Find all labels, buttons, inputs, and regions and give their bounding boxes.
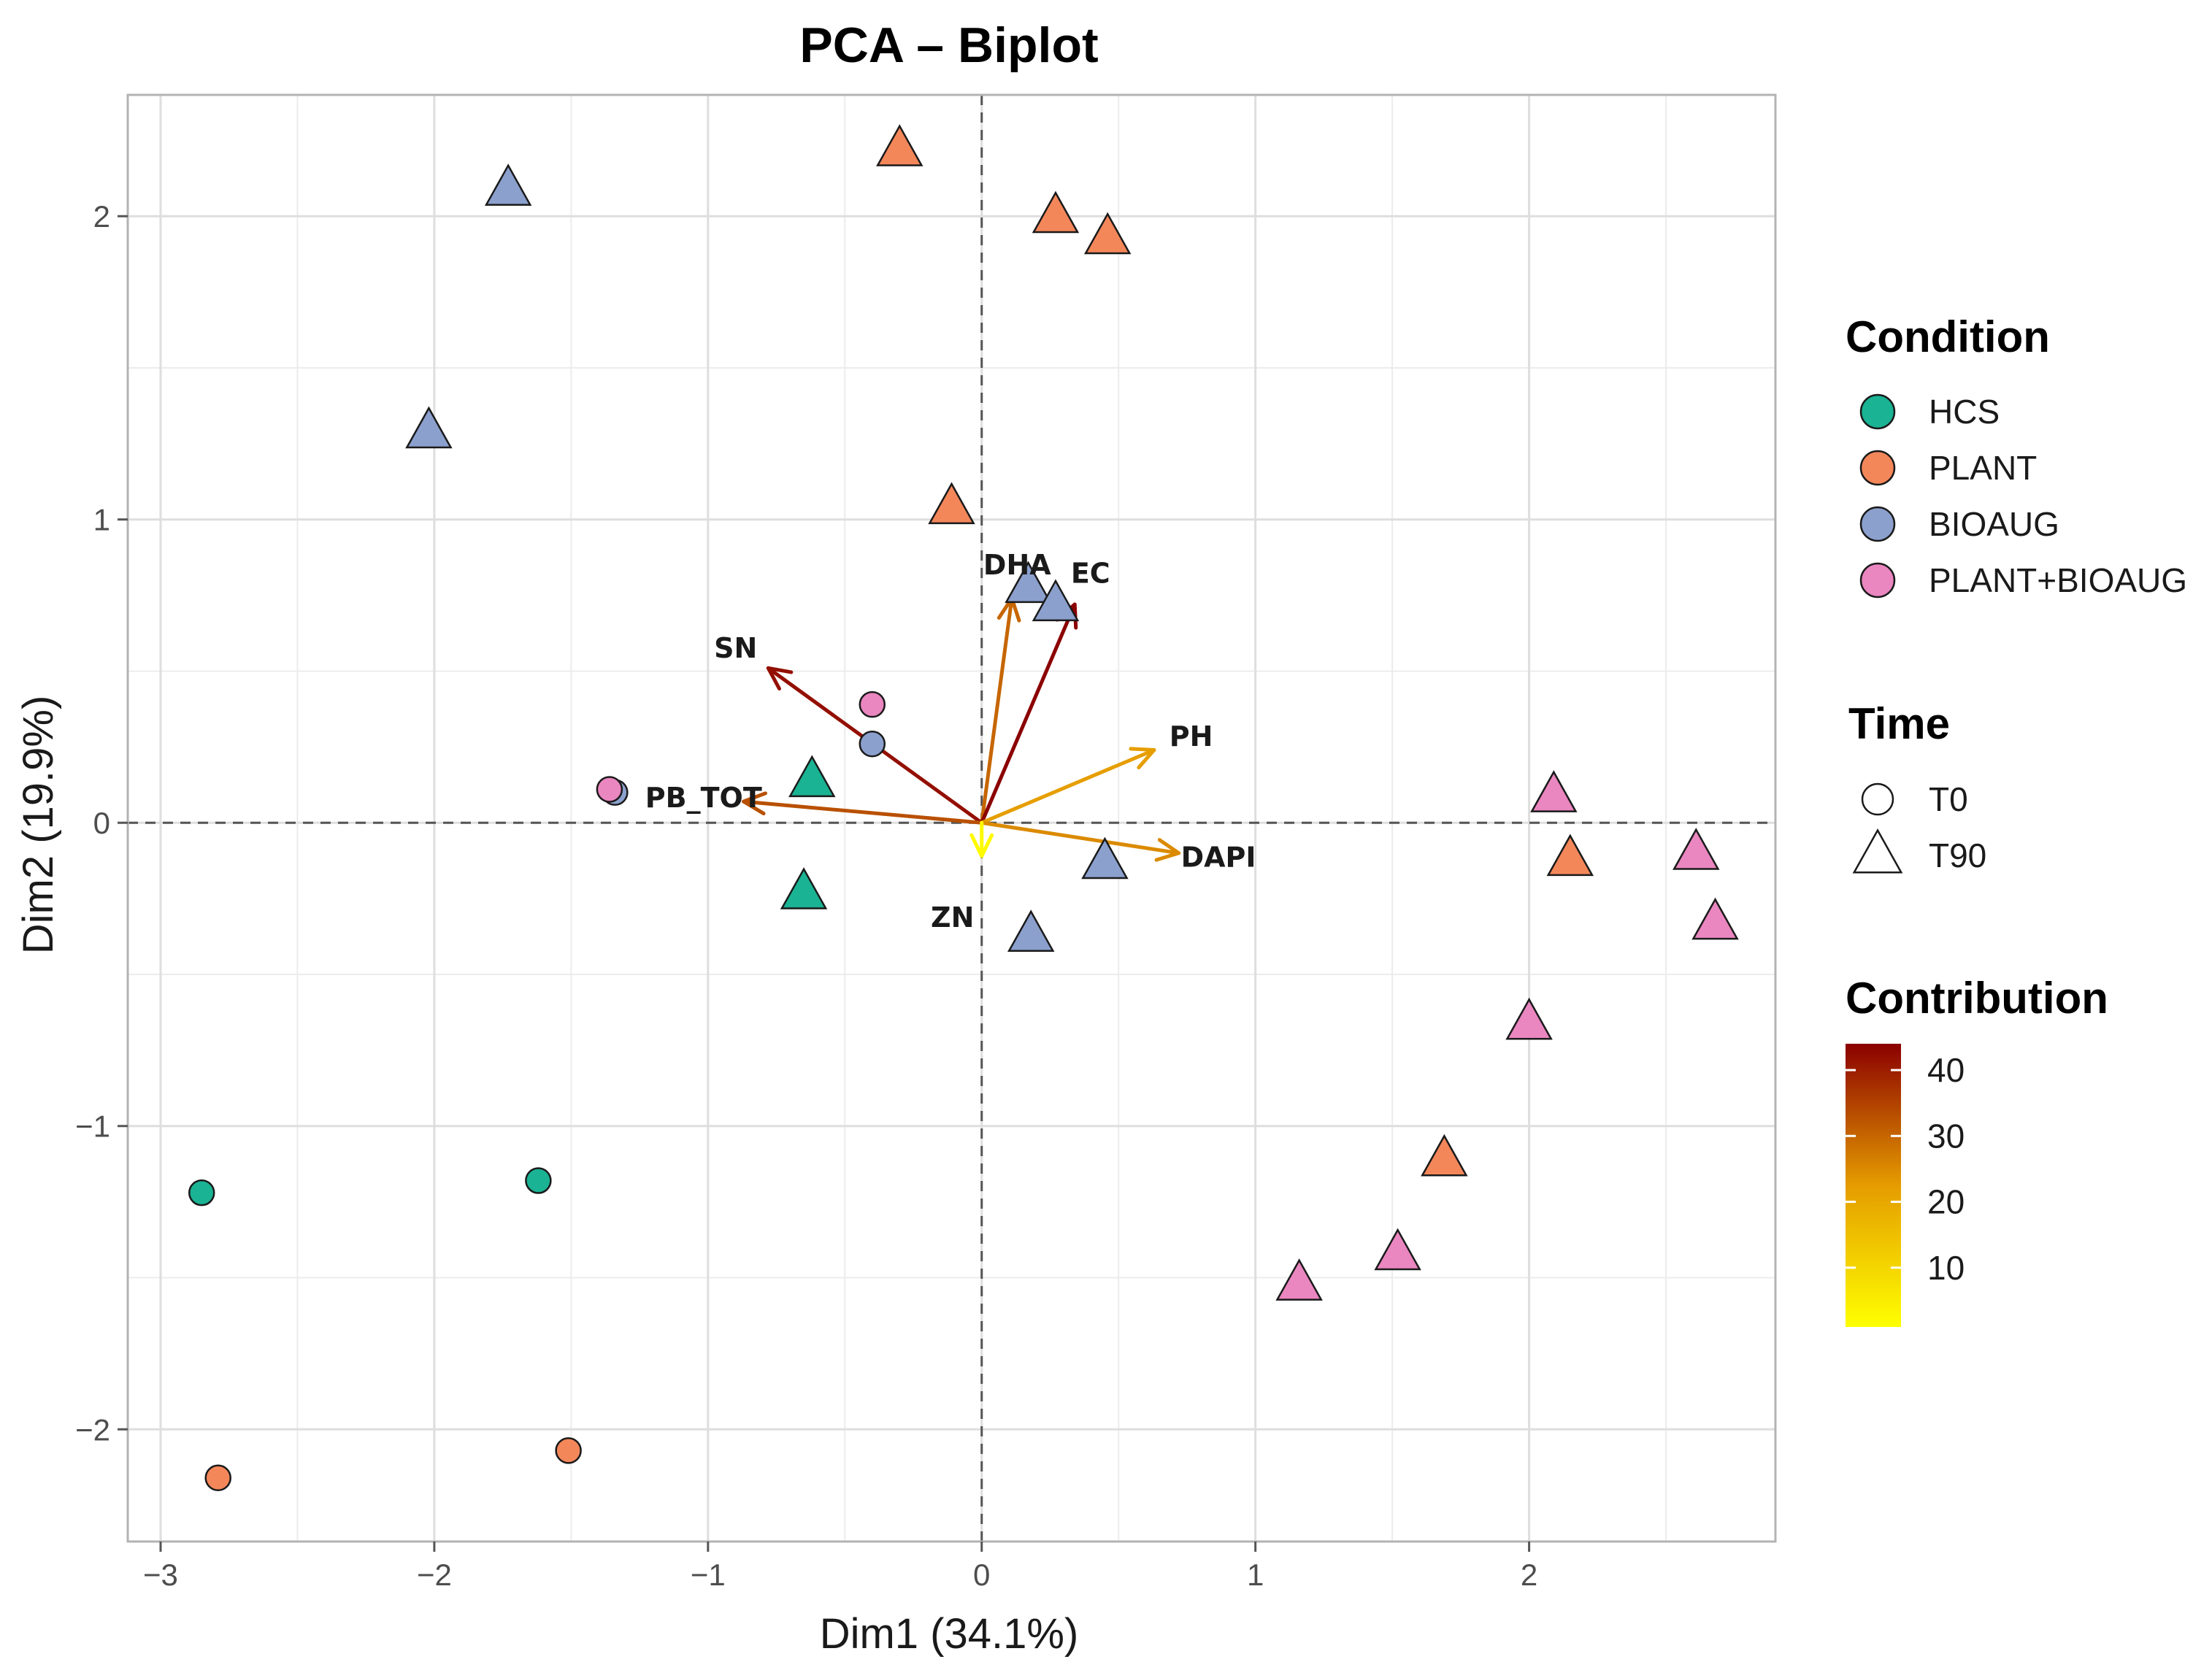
legend-item-plant-bioaug: PLANT+BIOAUG xyxy=(1859,561,2187,599)
variable-label-ec: EC xyxy=(1071,558,1110,590)
point-plant-t90 xyxy=(928,482,975,525)
variable-label-ph: PH xyxy=(1170,720,1213,753)
x-axis-title: Dim1 (34.1%) xyxy=(820,1610,1079,1658)
point-plant-t90 xyxy=(876,124,923,166)
plot-panel-border xyxy=(126,93,1777,1543)
legend-key-bioaug xyxy=(1859,506,1896,542)
legend-label-bioaug: BIOAUG xyxy=(1929,505,2059,543)
variable-label-dapi: DAPI xyxy=(1181,842,1256,874)
x-tick-label: −1 xyxy=(691,1558,726,1592)
y-tick-label: 0 xyxy=(93,806,110,840)
minor-gridlines xyxy=(128,95,1775,1542)
legend-key-hcs xyxy=(1859,393,1896,430)
point-bioaug-t90 xyxy=(1005,561,1052,604)
arrow-zn xyxy=(969,820,994,858)
variable-label-zn: ZN xyxy=(931,901,974,934)
x-axis-ticks: −3 −2 −1 0 1 2 xyxy=(143,1542,1537,1592)
point-plant-bioaug-t90 xyxy=(1673,828,1720,870)
contribution-colorbar xyxy=(1846,1044,1901,1327)
point-plant-t90 xyxy=(1032,191,1080,234)
point-bioaug-t90 xyxy=(484,163,532,206)
point-hcs-t0 xyxy=(188,1179,215,1207)
chart-title: PCA – Biplot xyxy=(799,18,1098,73)
legend-key-t0 xyxy=(1861,782,1894,816)
point-plant-t90 xyxy=(1421,1134,1468,1177)
variable-labels: DHA EC SN PB_TOT PH DAPI ZN xyxy=(645,549,1256,934)
legend-item-plant: PLANT xyxy=(1859,449,2037,487)
x-tick-label: −2 xyxy=(417,1558,452,1592)
point-plant-bioaug-t90 xyxy=(1374,1228,1421,1271)
y-tick-label: 1 xyxy=(93,503,110,537)
point-bioaug-t90 xyxy=(1081,836,1129,880)
legend-contribution-title: Contribution xyxy=(1846,974,2108,1023)
point-plant-t90 xyxy=(1083,212,1132,255)
legend-label-hcs: HCS xyxy=(1929,393,2000,431)
legend-key-plant xyxy=(1859,450,1896,486)
y-tick-label: 2 xyxy=(93,199,110,234)
arrow-pb-tot xyxy=(742,791,984,825)
point-bioaug-t90 xyxy=(405,406,453,449)
point-hcs-t90 xyxy=(788,755,836,798)
point-bioaug-t0 xyxy=(859,730,886,758)
legend-condition-title: Condition xyxy=(1846,312,2050,361)
major-gridlines xyxy=(128,95,1775,1542)
legend-item-bioaug: BIOAUG xyxy=(1859,505,2059,543)
legend-label-plant: PLANT xyxy=(1929,449,2037,487)
legend-key-t90 xyxy=(1852,828,1903,874)
contribution-colorbar-ticks: 10 20 30 40 xyxy=(1846,1051,1965,1287)
variable-arrows xyxy=(742,596,1181,862)
y-tick-label: −2 xyxy=(75,1412,110,1447)
variable-label-sn: SN xyxy=(714,632,757,664)
variable-label-pb-tot: PB_TOT xyxy=(645,782,762,814)
point-plant-t0 xyxy=(204,1464,231,1491)
legend-item-hcs: HCS xyxy=(1859,393,2000,431)
point-hcs-t90 xyxy=(780,867,828,909)
arrow-ph xyxy=(980,747,1156,825)
point-plant-bioaug-t90 xyxy=(1691,897,1739,940)
y-axis-ticks: −2 −1 0 1 2 xyxy=(75,199,128,1447)
legend-time-title: Time xyxy=(1848,699,1950,748)
legend-label-t90: T90 xyxy=(1929,836,1986,874)
point-plant-bioaug-t90 xyxy=(1530,770,1578,812)
colorbar-tick-label: 30 xyxy=(1927,1117,1965,1155)
arrow-dha xyxy=(980,596,1021,825)
x-tick-label: 0 xyxy=(973,1558,990,1592)
legend-label-t0: T0 xyxy=(1929,780,1968,818)
legend-item-t90: T90 xyxy=(1852,828,1986,874)
x-tick-label: −3 xyxy=(143,1558,178,1592)
legend-item-t0: T0 xyxy=(1861,780,1968,818)
point-bioaug-t90 xyxy=(1007,909,1055,952)
point-bioaug-t90 xyxy=(1032,579,1080,622)
colorbar-tick-label: 10 xyxy=(1927,1249,1965,1287)
point-plant-t0 xyxy=(555,1437,582,1464)
variable-label-dha: DHA xyxy=(983,549,1051,581)
y-tick-label: −1 xyxy=(75,1109,110,1144)
y-axis-title: Dim2 (19.9%) xyxy=(15,696,62,955)
colorbar-tick-label: 20 xyxy=(1927,1183,1965,1221)
point-plant-t90 xyxy=(1546,834,1594,877)
observation-points xyxy=(188,124,1739,1491)
colorbar-tick-label: 40 xyxy=(1927,1051,1965,1089)
legend-label-plant-bioaug: PLANT+BIOAUG xyxy=(1929,561,2187,599)
point-plant-bioaug-t90 xyxy=(1275,1258,1323,1301)
point-plant-bioaug-t0 xyxy=(859,690,886,718)
arrow-dapi xyxy=(980,820,1181,862)
legend: Condition HCS PLANT BIOAUG PLANT+BIOAUG Tim… xyxy=(1846,312,2187,1327)
legend-key-plant-bioaug xyxy=(1859,562,1896,599)
legend-condition-entries: HCS PLANT BIOAUG PLANT+BIOAUG xyxy=(1859,393,2187,599)
x-tick-label: 2 xyxy=(1521,1558,1537,1592)
x-tick-label: 1 xyxy=(1247,1558,1264,1592)
point-plant-bioaug-t90 xyxy=(1505,997,1553,1040)
point-plant-bioaug-t0 xyxy=(596,776,623,803)
point-hcs-t0 xyxy=(525,1167,552,1194)
